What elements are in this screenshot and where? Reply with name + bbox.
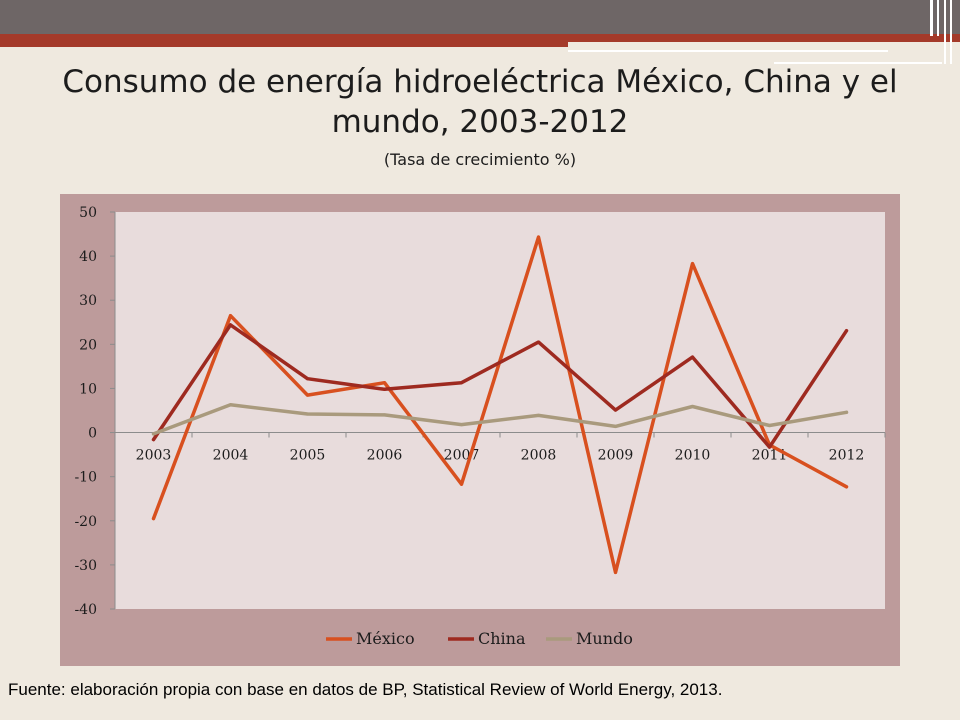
white-accent-line-lower	[774, 62, 942, 64]
data-point-china	[691, 355, 694, 359]
data-point-mexico	[306, 393, 309, 397]
data-point-china	[229, 323, 232, 327]
x-tick-label: 2003	[136, 448, 172, 464]
x-tick-label: 2010	[675, 448, 711, 464]
x-tick-label: 2008	[521, 448, 557, 464]
data-point-mundo	[614, 424, 617, 428]
y-tick-label: 0	[88, 426, 97, 442]
data-point-mundo	[537, 413, 540, 417]
data-point-china	[460, 381, 463, 385]
data-point-china	[383, 387, 386, 391]
source-note: Fuente: elaboración propia con base en d…	[8, 680, 723, 699]
y-tick-label: -40	[74, 602, 97, 618]
x-tick-label: 2004	[213, 448, 249, 464]
y-tick-label: 10	[79, 381, 97, 397]
x-tick-label: 2009	[598, 448, 634, 464]
data-point-mundo	[460, 423, 463, 427]
white-accent-line	[568, 50, 888, 52]
data-point-mexico	[460, 482, 463, 486]
data-point-mexico	[229, 314, 232, 318]
data-point-mundo	[152, 432, 155, 436]
data-point-china	[152, 438, 155, 442]
red-accent-bar-lower	[0, 42, 568, 47]
y-tick-label: 20	[79, 337, 97, 353]
x-tick-label: 2006	[367, 448, 403, 464]
x-tick-label: 2012	[829, 448, 865, 464]
data-point-mundo	[845, 410, 848, 414]
red-accent-bar	[0, 34, 960, 42]
data-point-china	[768, 445, 771, 449]
data-point-mundo	[229, 403, 232, 407]
plot-area	[115, 212, 885, 609]
data-point-mexico	[691, 262, 694, 266]
y-tick-label: 50	[79, 205, 97, 221]
y-tick-label: 40	[79, 249, 97, 265]
data-point-china	[614, 408, 617, 412]
y-tick-label: -10	[74, 470, 97, 486]
series-line-china	[151, 323, 849, 449]
slide-title: Consumo de energía hidroeléctrica México…	[62, 64, 898, 140]
data-point-mexico	[614, 570, 617, 574]
decorative-stripe-1	[930, 0, 933, 36]
y-tick-label: 30	[79, 293, 97, 309]
data-point-mexico	[383, 381, 386, 385]
y-tick-label: -20	[74, 514, 97, 530]
series-line-mundo	[151, 403, 849, 436]
data-point-china	[845, 329, 848, 333]
data-point-mundo	[383, 413, 386, 417]
data-point-mexico	[845, 485, 848, 489]
x-tick-label: 2005	[290, 448, 326, 464]
data-point-mexico	[537, 235, 540, 239]
legend-label-mexico: México	[356, 629, 415, 648]
top-decorative-bar	[0, 0, 960, 34]
data-point-china	[306, 377, 309, 381]
decorative-stripe-4	[950, 0, 952, 64]
data-point-china	[537, 340, 540, 344]
legend-label-mundo: Mundo	[576, 629, 633, 648]
legend-label-china: China	[478, 629, 526, 648]
data-point-mundo	[306, 412, 309, 416]
decorative-stripe-2	[937, 0, 939, 36]
data-point-mexico	[152, 517, 155, 521]
data-point-mundo	[768, 423, 771, 427]
data-point-mundo	[691, 405, 694, 409]
slide-subtitle: (Tasa de crecimiento %)	[383, 150, 577, 169]
y-tick-label: -30	[74, 558, 97, 574]
decorative-stripe-3	[944, 0, 946, 64]
chart-panel: 50 40 30 20 10 0 -10 -20 -30 -40 2003 2004 2005 2006 2…	[60, 194, 900, 666]
